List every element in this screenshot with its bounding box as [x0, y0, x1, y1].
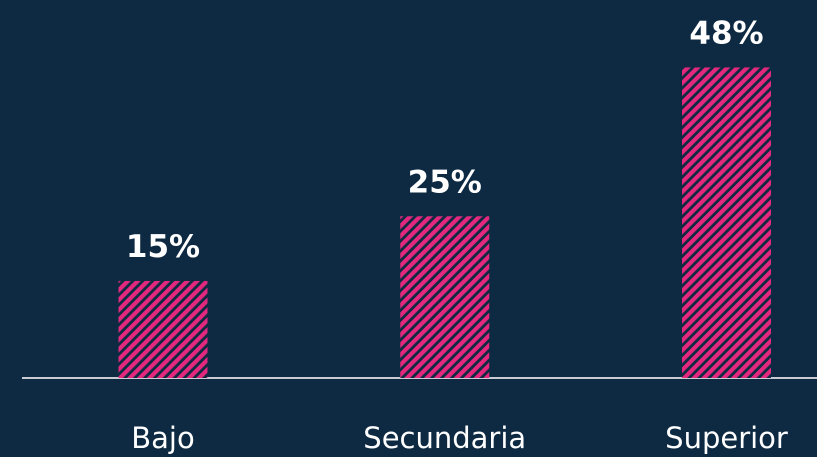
value-label: 25%	[408, 164, 482, 200]
x-tick-label: Secundaria	[363, 421, 526, 455]
bar	[400, 216, 490, 378]
value-label: 48%	[689, 15, 763, 51]
x-tick-label: Bajo	[131, 421, 194, 455]
bar	[118, 280, 208, 378]
x-tick-label: Superior	[665, 421, 788, 455]
bar	[682, 67, 771, 378]
value-label: 15%	[126, 229, 200, 265]
